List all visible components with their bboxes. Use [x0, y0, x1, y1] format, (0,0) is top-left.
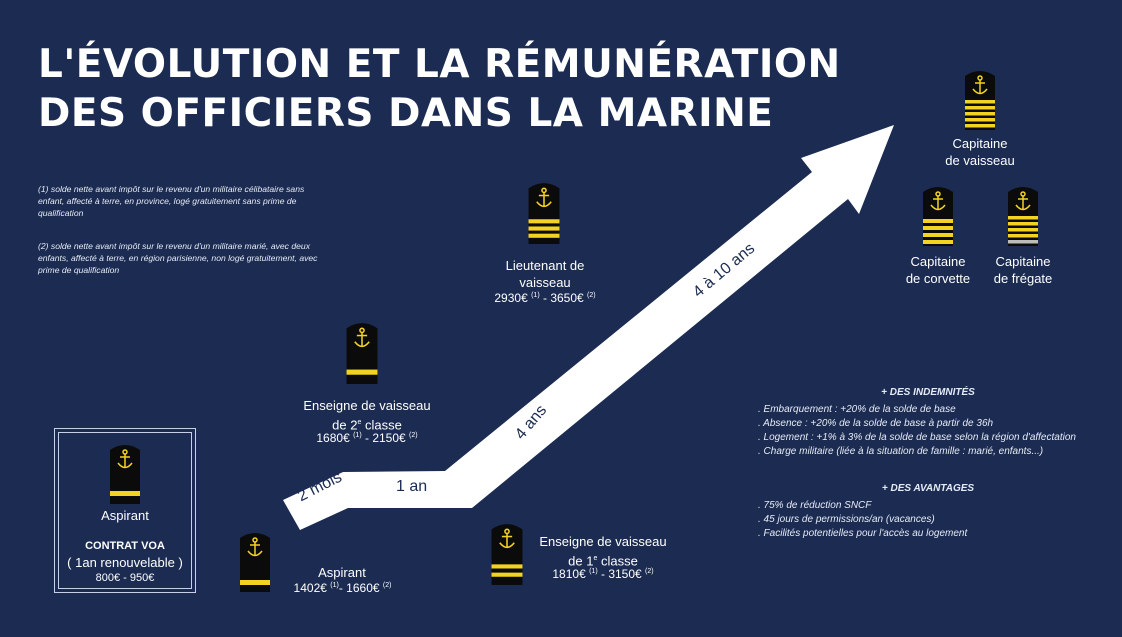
rank-cf: Capitaine de frégate [993, 254, 1053, 286]
list-item: . Embarquement : +20% de la solde de bas… [758, 404, 956, 415]
list-item: . Logement : +1% à 3% de la solde de bas… [758, 432, 1076, 443]
rank-lv: Lieutenant de vaisseau [505, 258, 585, 290]
epaulette-icon [965, 71, 995, 130]
contract-box: Aspirant CONTRAT VOA ( 1an renouvelable … [54, 428, 196, 593]
rank-cc: Capitaine de corvette [905, 254, 971, 286]
note-2: (2) solde nette avant impôt sur le reven… [38, 241, 318, 275]
list-item: . 45 jours de permissions/an (vacances) [758, 514, 935, 525]
list-item: . Facilités potentielles pour l'accès au… [758, 528, 968, 539]
list-item: . Absence : +20% de la solde de base à p… [758, 418, 994, 429]
title-line-2: DES OFFICIERS DANS LA MARINE [38, 91, 774, 136]
page-title: L'ÉVOLUTION ET LA RÉMUNÉRATION DES OFFIC… [38, 40, 841, 138]
avantages-heading: + DES AVANTAGES [881, 483, 975, 494]
anchor-icon [354, 327, 370, 348]
contract-salary: 800€ - 950€ [95, 572, 155, 584]
salary-lv: 2930€ (1) - 3650€ (2) [494, 291, 596, 305]
anchor-icon [536, 187, 552, 208]
arrow-shape [283, 125, 894, 530]
epaulette-icon [240, 533, 270, 592]
title-line-1: L'ÉVOLUTION ET LA RÉMUNÉRATION [38, 42, 841, 87]
rank-aspirant: Aspirant [318, 565, 366, 580]
contract-duration: ( 1an renouvelable ) [67, 555, 183, 570]
salary-aspirant: 1402€ (1)- 1660€ (2) [293, 581, 392, 595]
epaulette-icon [110, 445, 140, 504]
epaulette-icon [491, 524, 523, 585]
anchor-icon [117, 449, 133, 469]
anchor-icon [247, 537, 263, 557]
anchor-icon [499, 528, 515, 549]
contract-box-inner-border [58, 432, 192, 589]
avantages-section: + DES AVANTAGES . 75% de réduction SNCF … [758, 482, 1108, 541]
note-1: (1) solde nette avant impôt sur le reven… [38, 184, 305, 218]
list-item: . 75% de réduction SNCF [758, 500, 872, 511]
arrow-label-1-an: 1 an [396, 478, 428, 495]
rank-ev2: Enseigne de vaisseau de 2e classe [303, 398, 431, 433]
anchor-icon [930, 191, 946, 211]
contract-type: CONTRAT VOA [85, 540, 165, 552]
salary-ev2: 1680€ (1) - 2150€ (2) [316, 431, 418, 445]
contract-rank: Aspirant [101, 508, 149, 523]
epaulette-icon [528, 183, 560, 244]
epaulette-icon [1008, 187, 1038, 246]
list-item: . Charge militaire (liée à la situation … [758, 446, 1044, 457]
anchor-icon [972, 75, 988, 95]
rank-ev1: Enseigne de vaisseau de 1e classe [539, 534, 667, 569]
indemnites-section: + DES INDEMNITÉS . Embarquement : +20% d… [758, 386, 1108, 459]
salary-ev1: 1810€ (1) - 3150€ (2) [552, 567, 654, 581]
rank-cv: Capitaine de vaisseau [945, 136, 1015, 168]
anchor-icon [1015, 191, 1031, 211]
epaulette-icon [923, 187, 953, 246]
indemnites-heading: + DES INDEMNITÉS [881, 387, 975, 398]
epaulette-icon [346, 323, 378, 384]
